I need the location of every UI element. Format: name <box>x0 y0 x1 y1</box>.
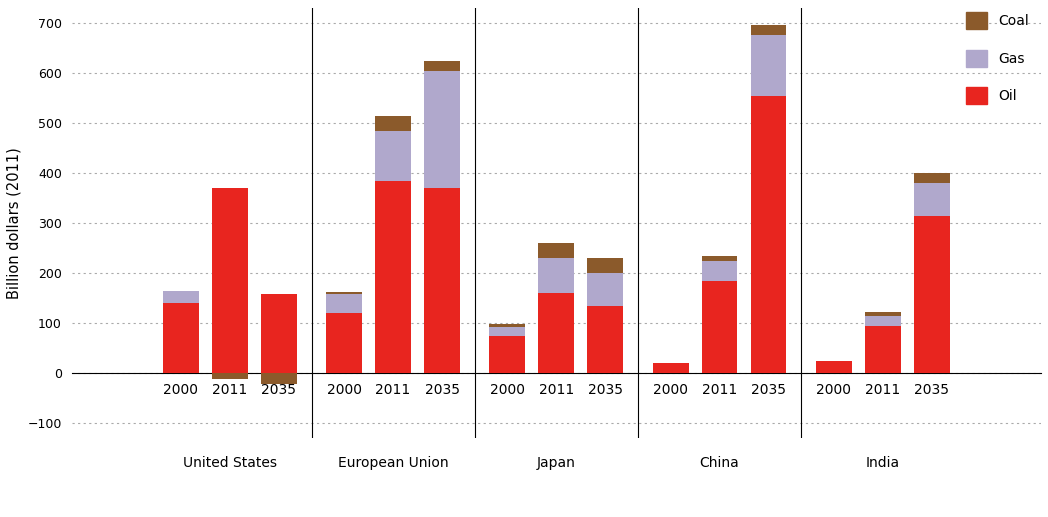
Bar <box>587 258 624 273</box>
Bar <box>489 324 525 327</box>
Bar <box>914 173 949 183</box>
Bar <box>865 326 900 373</box>
Bar <box>750 36 786 96</box>
Bar <box>865 312 900 316</box>
Y-axis label: Billion dollars (2011): Billion dollars (2011) <box>7 147 22 299</box>
Bar <box>163 291 199 303</box>
Text: European Union: European Union <box>337 456 449 470</box>
Bar <box>212 188 248 373</box>
Bar <box>539 293 574 373</box>
Bar <box>701 281 738 373</box>
Bar <box>375 131 411 180</box>
Bar <box>750 25 786 36</box>
Bar <box>261 294 297 373</box>
Bar <box>539 258 574 293</box>
Bar <box>163 303 199 373</box>
Bar <box>326 292 363 294</box>
Bar <box>489 336 525 373</box>
Bar <box>587 306 624 373</box>
Bar <box>212 373 248 379</box>
Bar <box>326 313 363 373</box>
Bar <box>865 316 900 326</box>
Text: China: China <box>700 456 740 470</box>
Bar <box>424 70 460 188</box>
Bar <box>653 363 689 373</box>
Bar <box>750 96 786 373</box>
Text: United States: United States <box>183 456 277 470</box>
Bar <box>489 327 525 336</box>
Bar <box>701 261 738 281</box>
Bar <box>326 294 363 313</box>
Bar <box>375 180 411 373</box>
Bar <box>587 273 624 306</box>
Bar <box>914 183 949 216</box>
Bar <box>914 216 949 373</box>
Text: Japan: Japan <box>537 456 575 470</box>
Bar <box>539 244 574 258</box>
Bar <box>424 188 460 373</box>
Bar <box>701 256 738 261</box>
Legend: Coal, Gas, Oil: Coal, Gas, Oil <box>960 6 1034 110</box>
Bar <box>424 60 460 70</box>
Text: India: India <box>866 456 900 470</box>
Bar <box>815 361 852 373</box>
Bar <box>375 116 411 131</box>
Bar <box>261 373 297 385</box>
